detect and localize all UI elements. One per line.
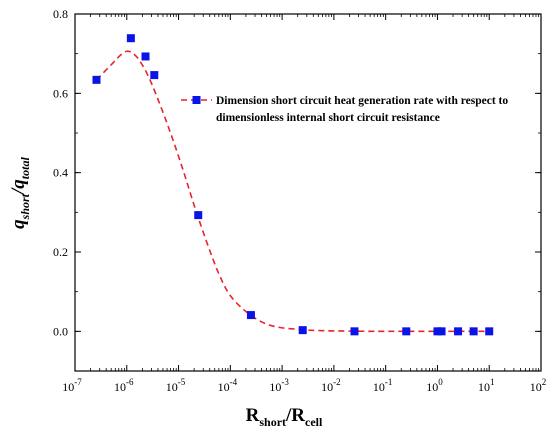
data-point: [298, 326, 307, 335]
x-tick-label-exponent: -2: [333, 377, 341, 387]
x-tick-label-exponent: -3: [281, 377, 289, 387]
y-tick-label: 0.0: [53, 324, 68, 338]
x-tick-label: 10-3: [269, 377, 289, 394]
x-tick-label: 10-1: [373, 377, 393, 394]
x-axis-label-sub1: short: [259, 415, 286, 429]
x-tick-label-base: 10: [269, 380, 281, 394]
y-tick-label: 0.2: [53, 245, 68, 259]
x-tick-label: 10-5: [166, 377, 186, 394]
y-ticks-layer: 0.0 0.2 0.4 0.6 0.8: [53, 7, 541, 372]
x-tick-label-base: 10: [166, 380, 178, 394]
plot-frame: [74, 13, 542, 372]
x-tick-label-exponent: 2: [542, 377, 547, 387]
x-axis-label-sub2: cell: [305, 415, 323, 429]
x-tick-label-base: 10: [321, 380, 333, 394]
x-tick-label-base: 10: [426, 380, 438, 394]
x-tick-label-base: 10: [62, 380, 74, 394]
x-tick-label-exponent: 0: [438, 377, 443, 387]
x-tick-label-base: 10: [373, 380, 385, 394]
data-point: [454, 327, 463, 336]
data-points-layer: [92, 34, 494, 336]
data-point: [141, 52, 150, 61]
legend-text-line-1: Dimension short circuit heat generation …: [216, 95, 508, 107]
x-tick-label-exponent: -5: [178, 377, 186, 387]
x-tick-label: 100: [426, 377, 443, 394]
x-tick-label-base: 10: [218, 380, 230, 394]
fit-curve-layer: [95, 50, 490, 333]
data-point: [246, 311, 255, 320]
x-tick-label: 102: [530, 377, 547, 394]
y-axis-label-sub2: total: [18, 157, 32, 180]
x-tick-label-base: 10: [530, 380, 542, 394]
y-tick-label: 0.6: [53, 86, 68, 100]
x-tick-label: 10-2: [321, 377, 341, 394]
x-tick-label: 10-4: [218, 377, 238, 394]
x-axis-label-main: R: [246, 405, 260, 426]
x-axis-label-sep: /R: [285, 405, 305, 426]
x-ticks-layer: 10-7 10-6 10-5 10-4 10-3 10-2 10-1 100 101 102: [62, 14, 546, 394]
x-tick-label-exponent: 1: [490, 377, 495, 387]
y-axis-label: qshort/qtotal: [8, 157, 32, 229]
x-tick-label-exponent: -1: [385, 377, 393, 387]
y-axis-label-main: q: [8, 219, 29, 229]
x-tick-label-base: 10: [478, 380, 490, 394]
data-point: [437, 327, 446, 336]
x-axis-label: Rshort/Rcell: [246, 405, 323, 429]
data-point: [433, 327, 442, 336]
x-tick-label: 101: [478, 377, 495, 394]
y-tick-label: 0.8: [53, 7, 68, 21]
x-tick-label-exponent: -6: [126, 377, 134, 387]
data-point: [469, 327, 478, 336]
x-tick-label: 10-6: [114, 377, 134, 394]
fit-curve: [95, 50, 490, 333]
data-point: [92, 75, 101, 84]
data-point: [402, 327, 411, 336]
data-point: [150, 71, 159, 80]
y-axis-label-sub1: short: [18, 193, 32, 220]
data-point: [126, 34, 135, 43]
data-point: [350, 327, 359, 336]
y-tick-label: 0.4: [53, 166, 68, 180]
x-tick-label-exponent: -4: [230, 377, 238, 387]
legend-text-line-2: dimensionless internal short circuit res…: [216, 112, 440, 124]
x-tick-label: 10-7: [62, 377, 82, 394]
data-point: [194, 211, 203, 220]
data-point: [485, 327, 494, 336]
legend-marker: [192, 96, 201, 104]
x-tick-label-exponent: -7: [74, 377, 82, 387]
x-tick-label-base: 10: [114, 380, 126, 394]
legend: Dimension short circuit heat generation …: [181, 95, 508, 124]
y-axis-label-sep: /q: [8, 179, 29, 196]
